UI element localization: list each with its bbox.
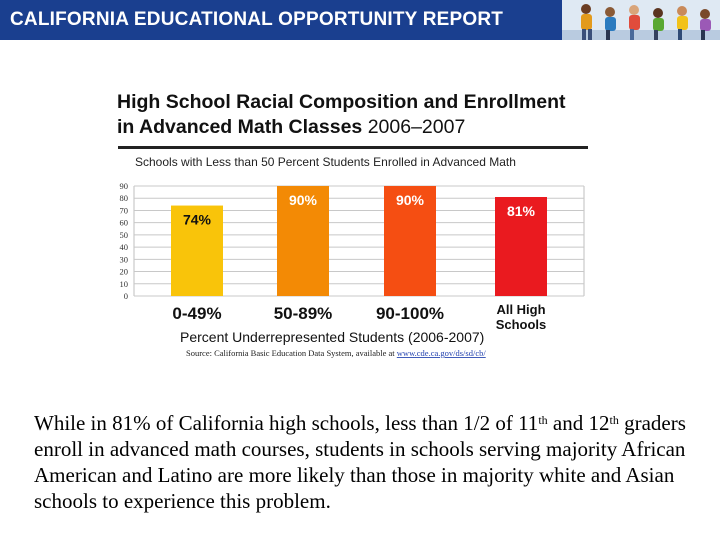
chart-title-line-1: High School Racial Composition and Enrol… <box>117 91 566 113</box>
bar-value-label: 90% <box>289 192 318 208</box>
bar <box>277 186 329 296</box>
y-axis: 0 10 20 30 40 50 60 70 80 90 <box>120 181 129 301</box>
category-label: Schools <box>496 317 547 332</box>
body-sup-1: th <box>538 413 548 427</box>
y-tick-label: 0 <box>124 291 128 301</box>
body-sup-2: th <box>609 413 619 427</box>
y-tick-label: 10 <box>120 279 129 289</box>
y-tick-label: 80 <box>120 193 129 203</box>
chart-subtitle: Schools with Less than 50 Percent Studen… <box>135 155 516 169</box>
category-label: 90-100% <box>376 304 444 323</box>
bar <box>384 186 436 296</box>
chart-title-line-2: in Advanced Math Classes 2006–2007 <box>117 116 465 139</box>
body-text-1: While in 81% of California high schools,… <box>34 411 539 435</box>
body-paragraph: While in 81% of California high schools,… <box>34 410 694 514</box>
bar <box>495 197 547 296</box>
bars: 74% 90% 90% 81% <box>171 186 547 296</box>
y-tick-label: 70 <box>120 205 129 215</box>
y-tick-label: 60 <box>120 218 129 228</box>
y-tick-label: 40 <box>120 242 129 252</box>
source-prefix: Source: California Basic Education Data … <box>186 348 397 358</box>
children-photo-icon <box>562 0 720 40</box>
header-banner: CALIFORNIA EDUCATIONAL OPPORTUNITY REPOR… <box>0 0 720 40</box>
bar-chart: 0 10 20 30 40 50 60 70 80 90 74% 90% 90% 81% 0-49% 50… <box>120 181 585 358</box>
body-text-2: and 12 <box>547 411 610 435</box>
bar-value-label: 90% <box>396 192 425 208</box>
category-label: All High <box>496 302 545 317</box>
x-axis-label: Percent Underrepresented Students (2006-… <box>180 329 484 345</box>
report-title: CALIFORNIA EDUCATIONAL OPPORTUNITY REPOR… <box>10 9 504 30</box>
title-divider <box>118 146 588 149</box>
bar <box>171 205 223 296</box>
y-tick-label: 30 <box>120 254 129 264</box>
bar-value-label: 81% <box>507 203 536 219</box>
chart-title-year: 2006–2007 <box>367 116 466 138</box>
category-label: 0-49% <box>172 304 221 323</box>
source-link[interactable]: www.cde.ca.gov/ds/sd/cb/ <box>397 348 487 358</box>
category-label: 50-89% <box>274 304 333 323</box>
body-text-3: graders enroll in advanced math courses,… <box>34 411 686 513</box>
bar-value-label: 74% <box>183 212 212 228</box>
y-tick-label: 50 <box>120 230 129 240</box>
y-tick-label: 90 <box>120 181 129 191</box>
y-tick-label: 20 <box>120 267 129 277</box>
source-note: Source: California Basic Education Data … <box>186 348 486 358</box>
chart-title-main: in Advanced Math Classes <box>117 116 363 138</box>
